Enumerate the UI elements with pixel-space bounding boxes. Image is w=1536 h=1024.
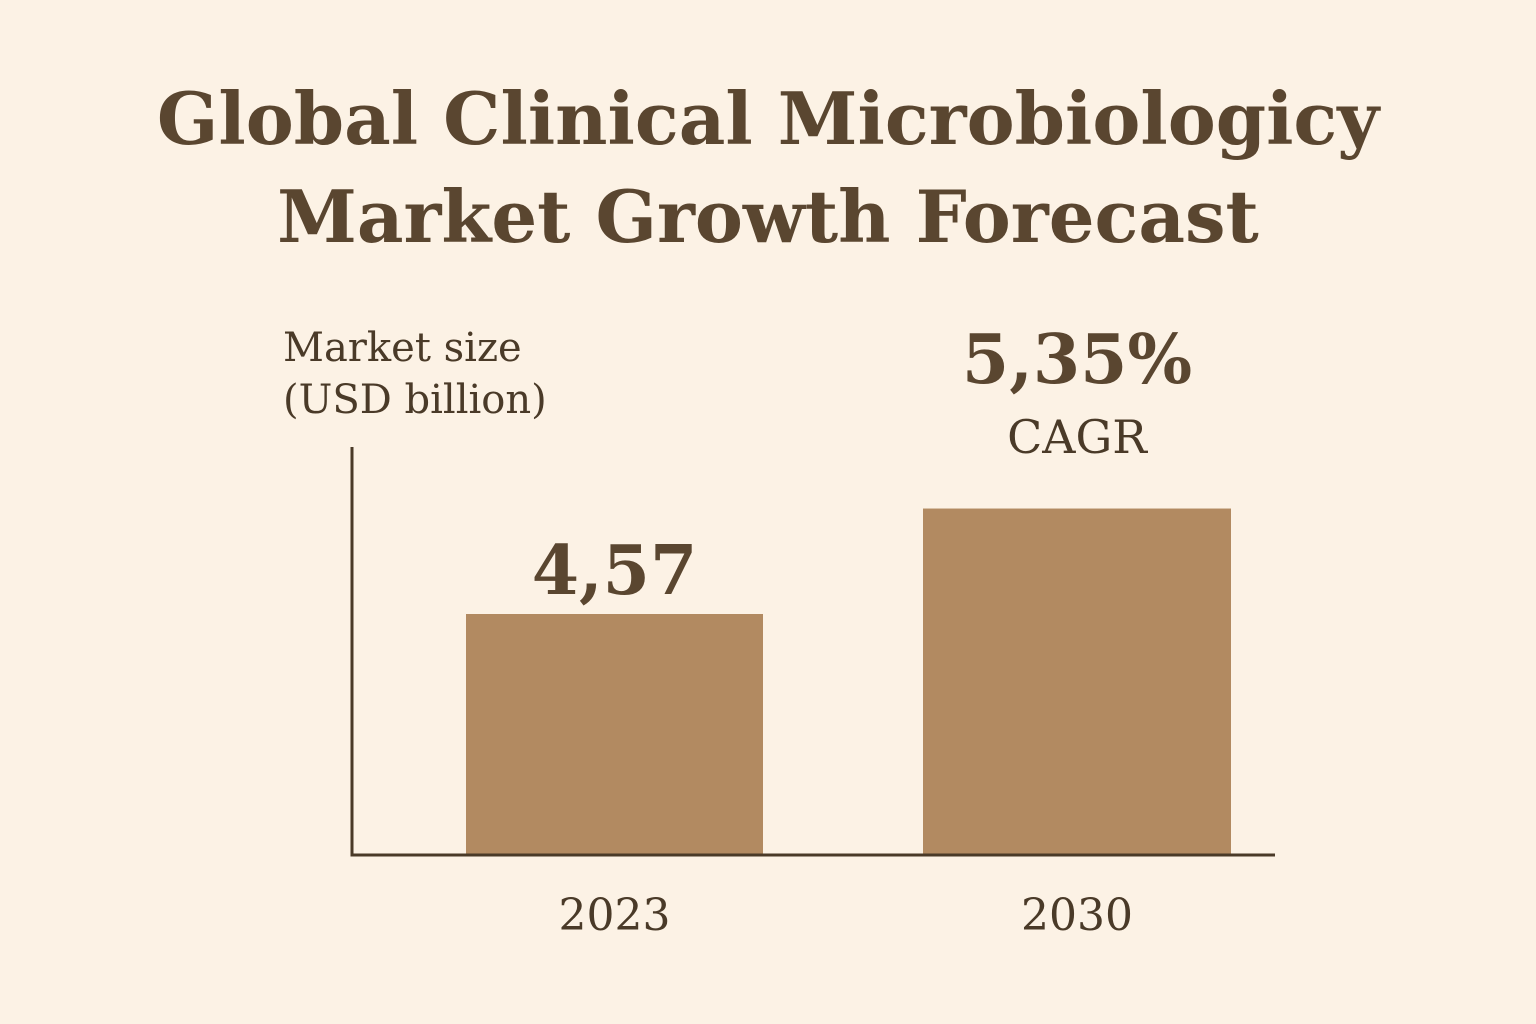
x-tick-label-2030: 2030 — [1021, 890, 1133, 941]
chart-title-line-2: Market Growth Forecast — [277, 174, 1259, 259]
chart-title: Global Clinical Microbiologicy Market Gr… — [0, 70, 1536, 266]
axes-layer — [350, 447, 1275, 857]
x-tick-label-2023: 2023 — [559, 890, 671, 941]
bar-2030 — [923, 508, 1231, 855]
y-axis-label: Market size (USD billion) — [283, 322, 547, 426]
cagr-label: CAGR — [1007, 410, 1147, 464]
cagr-value: 5,35% — [961, 320, 1193, 400]
labels-layer: 2023 4,57 2030 — [532, 531, 1133, 941]
bars-layer — [466, 508, 1231, 855]
y-axis-label-line-2: (USD billion) — [283, 377, 547, 423]
y-axis-label-line-1: Market size — [283, 325, 522, 371]
data-label-2023: 4,57 — [532, 531, 698, 611]
chart-title-line-1: Global Clinical Microbiologicy — [156, 76, 1380, 161]
bar-2023 — [466, 614, 763, 855]
